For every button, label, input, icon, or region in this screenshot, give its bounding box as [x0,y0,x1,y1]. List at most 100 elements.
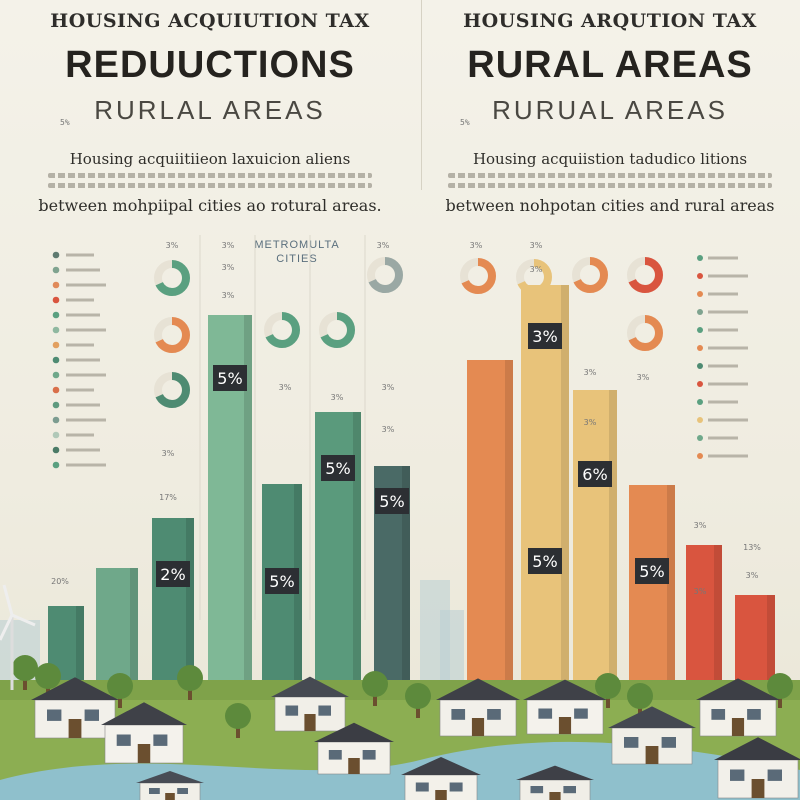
house-door [751,779,765,798]
legend-dot [52,401,60,409]
small-percent-label: 3% [584,418,597,427]
house-window [318,705,331,716]
legend-line [66,253,94,257]
legend-dot [52,386,60,394]
house-window [84,709,99,721]
tree-canopy [767,673,793,699]
bar-shade [402,466,410,680]
donut-arc [154,317,190,353]
value-tag-bg [213,365,247,391]
legend-line [66,373,106,377]
small-percent-label: 17% [159,493,177,502]
legend-dot [697,345,703,351]
legend-line [66,418,106,422]
value-tag-bg [528,548,562,574]
value-tag-bg [156,561,190,587]
bar-shade [186,518,194,680]
house-roof [714,737,800,760]
house-door [165,793,175,800]
legend-dot [52,251,60,259]
small-percent-label: 3% [377,241,390,250]
house-roof [314,722,394,742]
small-percent-label: 3% [382,383,395,392]
metro-label-line2: CITIES [276,253,318,265]
filler-text-line [448,173,772,178]
value-tag: 6% [582,465,607,484]
tree-canopy [362,671,388,697]
house-window [767,769,782,781]
legend-dot [52,341,60,349]
legend-dot [697,273,703,279]
legend-dot [697,435,703,441]
tree-canopy [405,683,431,709]
value-tag-bg [528,323,562,349]
value-tag: 5% [269,572,294,591]
house-window [177,788,188,794]
metro-cities-label: METROMULTA CITIES [252,238,342,266]
tree-canopy [225,703,251,729]
house-roof [523,679,607,700]
turbine-blades [0,584,36,641]
house-roof [401,757,481,775]
tree-canopy [627,683,653,709]
bar [467,360,513,680]
legend-dot [52,281,60,289]
house-door [645,746,659,764]
legend-line [66,463,106,467]
donut-arc [264,312,300,348]
small-percent-label: 3% [746,571,759,580]
value-tag: 5% [325,459,350,478]
filler-text-line [448,183,772,188]
house-roof [136,771,204,783]
right-subtitle: RURUAL AREAS [492,95,728,125]
small-percent-label: 3% [162,449,175,458]
right-kicker: HOUSING ARQUTION TAX [463,10,757,32]
house-roof [101,702,187,725]
right-description: Housing acquiistion tadudico litions bet… [430,150,790,215]
house-window [451,709,466,720]
house-window [487,709,501,720]
legend-line [708,274,748,278]
small-percent-label: 3% [584,368,597,377]
legend-dot [52,431,60,439]
small-percent-label: 3% [331,393,344,402]
value-tag-bg [375,488,409,514]
bar [96,568,138,680]
value-tag: 5% [532,552,557,571]
tree-canopy [35,663,61,689]
donut-arc [572,257,608,293]
tree-canopy [177,665,203,691]
legend-dot [52,266,60,274]
bar-shade [714,545,722,680]
house-window [328,750,342,760]
tree-canopy [107,673,133,699]
left-header: HOUSING ACQUIUTION TAX REDUUCTIONS RURLA… [10,0,410,126]
tree-canopy [12,655,38,681]
filler-text-line [48,173,372,178]
house-door [435,790,447,800]
small-percent-label: 3% [530,241,543,250]
left-kicker: HOUSING ACQUIUTION TAX [50,10,370,32]
tree-canopy [595,673,621,699]
bar [686,545,722,680]
small-percent-label: 3% [637,373,650,382]
legend-line [66,298,94,302]
legend-line [708,346,748,350]
legend-line [708,310,748,314]
left-side-tick: 5% [60,118,70,127]
house-window [362,750,376,760]
legend-line [66,313,100,317]
value-tag-bg [265,568,299,594]
small-percent-label: 3% [694,521,707,530]
house-door [731,718,745,736]
house-door [137,744,151,763]
background-building [440,610,464,680]
right-header: HOUSING ARQUTION TAX RURAL AREAS RURUAL … [410,0,800,126]
panel-divider [421,0,422,190]
legend-dot [52,416,60,424]
legend-line [708,292,738,296]
house-window [530,786,544,794]
bar [735,595,775,680]
house-roof [608,706,696,728]
